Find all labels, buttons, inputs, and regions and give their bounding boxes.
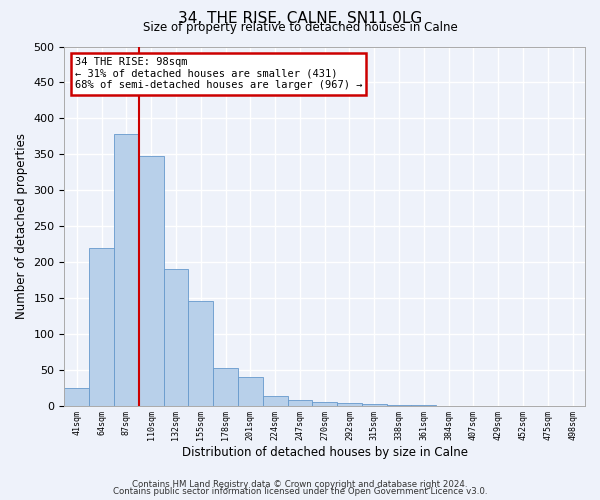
Text: Contains HM Land Registry data © Crown copyright and database right 2024.: Contains HM Land Registry data © Crown c… xyxy=(132,480,468,489)
Text: 34 THE RISE: 98sqm
← 31% of detached houses are smaller (431)
68% of semi-detach: 34 THE RISE: 98sqm ← 31% of detached hou… xyxy=(75,58,362,90)
X-axis label: Distribution of detached houses by size in Calne: Distribution of detached houses by size … xyxy=(182,446,468,459)
Bar xyxy=(386,405,412,406)
Bar xyxy=(213,368,238,406)
Y-axis label: Number of detached properties: Number of detached properties xyxy=(15,133,28,319)
Bar xyxy=(362,404,386,406)
Text: Size of property relative to detached houses in Calne: Size of property relative to detached ho… xyxy=(143,21,457,34)
Bar xyxy=(238,377,263,406)
Bar xyxy=(313,402,337,406)
Bar xyxy=(263,396,287,406)
Bar xyxy=(337,404,362,406)
Bar xyxy=(89,248,114,406)
Bar xyxy=(139,156,164,406)
Bar xyxy=(64,388,89,406)
Bar xyxy=(287,400,313,406)
Text: 34, THE RISE, CALNE, SN11 0LG: 34, THE RISE, CALNE, SN11 0LG xyxy=(178,11,422,26)
Bar xyxy=(114,134,139,406)
Bar xyxy=(412,405,436,406)
Text: Contains public sector information licensed under the Open Government Licence v3: Contains public sector information licen… xyxy=(113,487,487,496)
Bar xyxy=(164,269,188,406)
Bar xyxy=(188,302,213,406)
